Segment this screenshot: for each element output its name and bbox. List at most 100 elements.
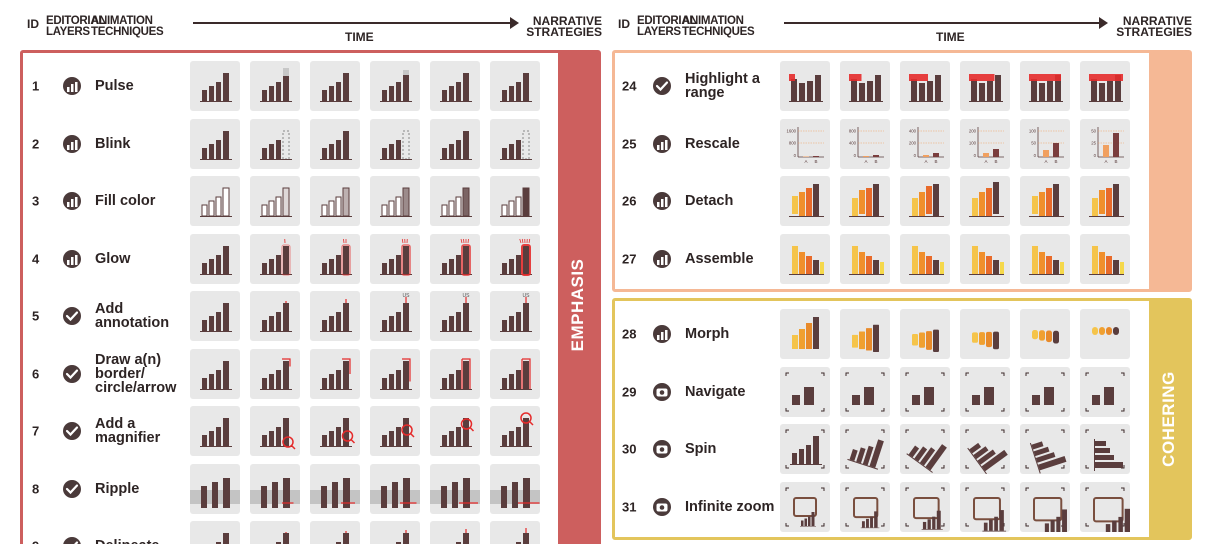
tv-frame — [1093, 496, 1124, 522]
technique-name: Ripple — [95, 480, 140, 497]
viewfinder-corner — [905, 465, 909, 469]
frame-graphic: 1600 800 0 A B — [786, 126, 824, 164]
frame-graphic — [500, 73, 532, 102]
frame-graphic — [380, 238, 412, 276]
chart-layer-bar — [657, 202, 660, 207]
animation-frame — [1020, 366, 1070, 417]
chart-bar — [869, 439, 884, 468]
chart-bar — [927, 518, 931, 529]
animation-frame — [310, 521, 360, 544]
animation-frame — [250, 521, 300, 544]
tick-label: 50 — [1091, 128, 1096, 133]
frame-graphic — [500, 238, 532, 276]
chart-bar — [815, 75, 821, 101]
chart-bar — [1062, 508, 1067, 532]
frame-graphic — [440, 130, 472, 160]
chart-bar — [1104, 386, 1114, 405]
chart-bar — [381, 485, 387, 508]
animation-frame — [310, 118, 360, 169]
chart-bar — [322, 147, 327, 159]
frame-graphic — [849, 74, 883, 102]
viewfinder-corner — [881, 487, 885, 491]
animation-frame — [1080, 233, 1130, 284]
chart-bar — [276, 427, 281, 446]
technique-name: Glow — [95, 250, 131, 267]
chart-bar — [993, 182, 999, 214]
frame-graphic — [845, 487, 885, 528]
chart-baseline — [1029, 442, 1041, 474]
frame-graphic — [320, 238, 352, 276]
chart-bar — [403, 303, 409, 331]
chart-layer-bar — [71, 199, 74, 207]
glow-ray — [401, 238, 404, 243]
technique-id: 24 — [622, 78, 637, 94]
technique-name: Pulse — [95, 78, 134, 94]
chart-bar — [276, 254, 281, 274]
frame-graphic — [260, 130, 292, 160]
frame-graphic — [789, 245, 824, 275]
axis-label: B — [994, 159, 997, 164]
chart-bar — [1039, 251, 1045, 274]
tick-label: 400 — [909, 128, 917, 133]
animation-frame — [190, 463, 240, 514]
frame-graphic — [785, 372, 825, 411]
tv-frame — [793, 496, 817, 517]
chart-bar — [402, 187, 410, 217]
glow-ray — [460, 238, 463, 243]
frame-graphic — [1085, 429, 1125, 471]
frame-graphic — [1029, 184, 1064, 217]
chart-bar — [202, 435, 207, 446]
chart-bar — [223, 303, 229, 331]
chart-bar — [1099, 190, 1105, 214]
frame-graphic — [905, 487, 945, 530]
technique-id: 6 — [32, 366, 40, 381]
frame-graphic — [785, 429, 825, 469]
camera-layer-lens — [659, 504, 665, 510]
animation-frame — [1080, 309, 1130, 359]
chart-bar — [972, 245, 978, 274]
narrative-strategies-label: NARRATIVE STRATEGIES — [526, 14, 602, 39]
frame-graphic — [849, 245, 884, 275]
chart-bar — [866, 328, 872, 351]
chart-bar — [283, 360, 289, 389]
animation-frame — [430, 406, 480, 456]
axis-label: A — [984, 159, 987, 164]
frame-graphic — [1032, 330, 1059, 344]
chart-bar — [806, 255, 812, 274]
chart-layer-icon — [62, 134, 82, 154]
chart-bar — [502, 377, 507, 389]
animation-frame — [960, 424, 1010, 474]
chart-bar — [981, 449, 1008, 472]
viewfinder-corner — [1025, 372, 1029, 376]
frame-graphic — [440, 238, 472, 276]
viewfinder-corner — [785, 407, 789, 411]
chart-bar — [209, 86, 214, 101]
viewfinder-corner — [1085, 522, 1089, 526]
chart-bar — [867, 81, 873, 101]
chart-baseline — [967, 447, 987, 474]
frame-graphic — [440, 73, 472, 102]
viewfinder-corner — [785, 372, 789, 376]
chart-bar — [501, 485, 507, 508]
annotation-layer-icon — [62, 421, 82, 441]
chart-bar — [283, 73, 289, 101]
chart-bar — [1037, 456, 1067, 471]
frame-graphic — [320, 187, 352, 217]
chart-layer-icon — [62, 76, 82, 96]
annotation-layer-icon — [62, 536, 82, 544]
viewfinder-corner — [1061, 465, 1065, 469]
chart-bar — [908, 445, 920, 458]
technique-id: 31 — [622, 499, 637, 514]
frame-graphic: 50 25 0 A B — [1091, 126, 1124, 164]
chart-layer-bar — [67, 144, 70, 150]
chart-bar — [1112, 520, 1117, 532]
viewfinder-corner — [941, 429, 945, 433]
chart-bar — [381, 204, 388, 217]
chart-bar — [403, 360, 409, 389]
frame-graphic — [1085, 372, 1125, 411]
chart-bar — [396, 542, 401, 544]
chart-bar — [396, 427, 401, 446]
viewfinder-corner — [965, 487, 969, 491]
animation-frame — [370, 406, 420, 456]
chart-bar — [342, 187, 350, 217]
